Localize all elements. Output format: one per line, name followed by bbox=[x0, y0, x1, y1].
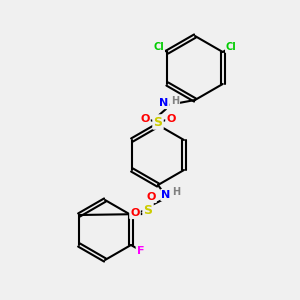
Text: Cl: Cl bbox=[226, 42, 237, 52]
Text: O: O bbox=[166, 114, 176, 124]
Text: O: O bbox=[140, 114, 150, 124]
Text: O: O bbox=[130, 208, 140, 218]
Text: S: S bbox=[143, 203, 152, 217]
Text: H: H bbox=[172, 187, 180, 197]
Text: H: H bbox=[171, 96, 179, 106]
Text: Cl: Cl bbox=[153, 42, 164, 52]
Text: S: S bbox=[154, 116, 163, 128]
Text: N: N bbox=[161, 190, 171, 200]
Text: F: F bbox=[137, 245, 144, 256]
Text: O: O bbox=[146, 192, 156, 202]
Text: N: N bbox=[159, 98, 169, 108]
